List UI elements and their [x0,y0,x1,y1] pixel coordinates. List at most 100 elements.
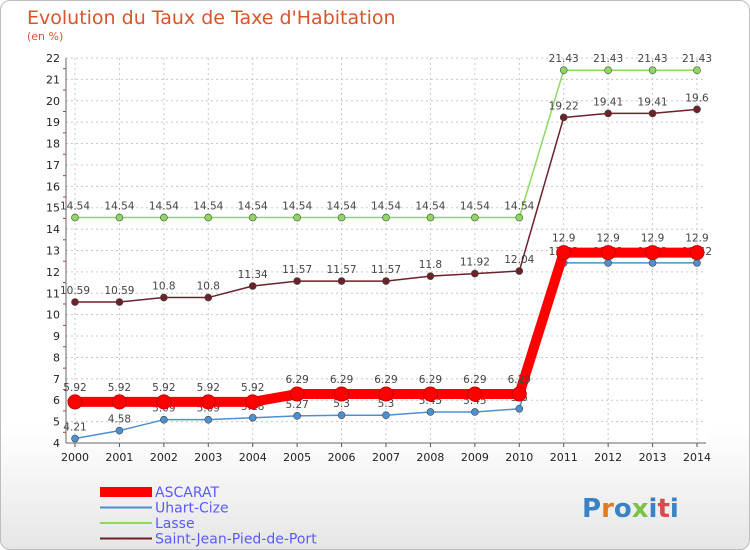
axes: 4 5 6 7 8 9 10 11 12 13 14 15 16 17 18 19 20 21 22 2000 2001… [46,52,711,464]
x-tick-label: 2013 [639,451,667,464]
data-label: 14.54 [282,201,312,213]
x-tick-label: 2010 [505,451,533,464]
data-point [71,434,79,443]
logo-text: Proxiti [582,494,679,524]
data-point [204,415,213,424]
data-point [334,386,350,402]
data-point [248,413,257,422]
proxiti-logo: Proxiti [582,494,679,524]
data-label: 14.54 [193,201,223,213]
data-point [600,245,616,261]
logo-letter: i [649,494,658,524]
data-label: 11.34 [238,269,268,281]
y-tick-label: 16 [46,180,60,193]
data-label: 21.43 [682,53,712,65]
x-tick-label: 2012 [594,451,622,464]
x-tick-label: 2006 [328,451,356,464]
y-tick-label: 13 [46,245,60,258]
data-label: 14.54 [371,201,401,213]
data-point [648,66,657,74]
data-label: 21.43 [638,53,668,65]
data-point [382,213,390,222]
y-tick-label: 11 [46,287,60,300]
y-tick-label: 20 [46,95,60,108]
data-point [648,109,657,118]
data-point [289,386,305,402]
data-point [648,259,657,267]
data-point [645,245,661,261]
logo-letter: t [657,494,669,524]
logo-letter: P [582,494,601,524]
data-label: 19.22 [549,100,579,112]
data-point [293,213,301,222]
data-label: 21.43 [549,53,579,65]
data-point [422,386,438,402]
data-point [382,277,390,285]
y-tick-label: 10 [46,309,60,322]
x-tick-label: 2003 [194,451,222,464]
y-tick-label: 4 [53,437,60,450]
data-label: 14.54 [60,201,90,213]
data-label: 6.29 [463,374,486,386]
data-label: 14.54 [104,201,134,213]
y-tick-label: 8 [53,351,60,364]
data-point [604,259,612,267]
legend-label-saint-jean-pied-de-port: Saint-Jean-Pied-de-Port [155,532,317,548]
data-label: 12.04 [504,254,534,266]
y-tick-label: 19 [46,116,60,129]
y-tick-label: 21 [46,73,60,86]
legend-label-uhart-cize: Uhart-Cize [155,501,229,517]
logo-letter: x [632,494,649,524]
data-label: 19.6 [685,92,709,104]
chart-title: Evolution du Taux de Taxe d'Habitation [27,7,396,29]
logo-letter: o [614,494,632,524]
x-tick-label: 2000 [61,451,89,464]
data-point [515,267,524,275]
data-label: 19.41 [593,96,623,108]
series-lasse: 14.54 14.54 14.54 14.54 14.54 14.54 14.54 14.54… [60,53,712,222]
data-label: 5.3 [333,398,350,410]
logo-letter: r [601,494,614,524]
data-point [160,213,168,222]
data-label: 14.54 [327,201,357,213]
data-label: 6.29 [285,374,308,386]
data-label: 11.57 [327,264,357,276]
data-label: 12.9 [685,233,708,245]
data-label: 5.27 [285,399,308,411]
data-point [426,408,435,416]
y-tick-label: 15 [46,202,60,215]
y-tick-label: 7 [53,373,60,386]
y-tick-label: 14 [46,223,60,236]
x-tick-label: 2001 [105,451,133,464]
data-label: 5.92 [241,382,264,394]
data-point [248,282,257,290]
data-point [693,105,701,114]
data-point [511,386,527,402]
y-tick-label: 12 [46,266,60,279]
grid [66,57,706,444]
data-label: 11.8 [419,259,442,271]
logo-letter: i [670,494,679,524]
y-tick-label: 22 [46,52,60,65]
data-label: 19.41 [638,96,668,108]
data-label: 14.54 [504,201,534,213]
data-label: 10.59 [60,285,90,297]
data-label: 10.8 [197,281,220,293]
data-label: 11.92 [460,257,490,269]
data-point [515,213,524,222]
legend-label-ascarat: ASCARAT [155,485,219,501]
data-point [337,411,346,419]
data-label: 14.54 [415,201,445,213]
data-point [556,245,572,261]
x-tick-label: 2011 [550,451,578,464]
data-point [204,213,213,222]
data-label: 5.92 [63,382,86,394]
data-point [111,394,127,410]
data-label: 5.92 [152,382,175,394]
data-point [693,66,701,74]
data-point [559,113,568,122]
data-label: 14.54 [460,201,490,213]
data-point [689,245,705,261]
x-tick-label: 2005 [283,451,311,464]
